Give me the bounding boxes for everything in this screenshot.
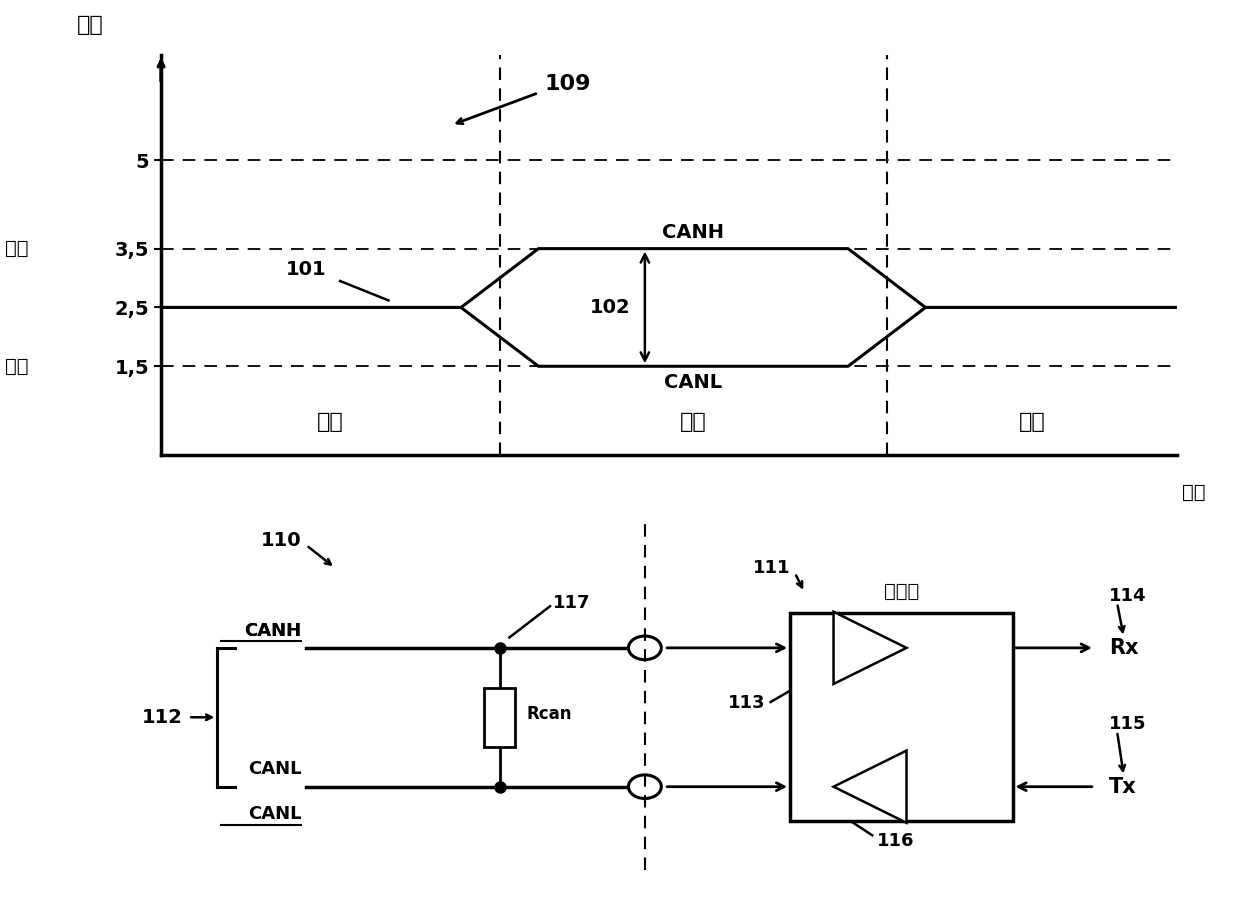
Text: 时间: 时间	[1182, 483, 1206, 502]
Text: 109: 109	[544, 74, 591, 94]
Text: 111: 111	[752, 559, 790, 577]
Text: 116: 116	[877, 832, 914, 850]
Text: Rx: Rx	[1109, 638, 1139, 658]
Text: 最小: 最小	[5, 239, 28, 258]
Text: CANL: CANL	[248, 760, 301, 778]
Bar	[790, 614, 1012, 822]
Text: CANL: CANL	[248, 805, 301, 824]
Text: CANH: CANH	[244, 622, 301, 640]
Text: Rx: Rx	[851, 640, 872, 655]
Text: CANH: CANH	[244, 622, 301, 640]
Text: 隐性: 隐性	[317, 412, 343, 432]
Text: Rcan: Rcan	[527, 704, 572, 723]
Polygon shape	[834, 751, 907, 823]
Text: Tx: Tx	[869, 779, 888, 794]
Polygon shape	[834, 612, 907, 684]
Text: 114: 114	[1109, 587, 1147, 604]
Text: 显性: 显性	[680, 412, 706, 432]
Text: 112: 112	[141, 708, 182, 727]
Text: 隐性: 隐性	[1018, 412, 1046, 432]
Text: 110: 110	[260, 531, 301, 550]
Text: Tx: Tx	[1109, 776, 1137, 796]
Text: 117: 117	[553, 594, 591, 612]
Text: CANL: CANL	[664, 374, 722, 393]
Text: 113: 113	[729, 694, 766, 713]
Bar	[484, 688, 515, 747]
Text: 102: 102	[590, 298, 631, 317]
Text: CANH: CANH	[663, 223, 725, 242]
Text: 收发器: 收发器	[883, 582, 919, 601]
Text: 115: 115	[1109, 715, 1147, 734]
Text: 最大: 最大	[5, 356, 28, 375]
Text: 101: 101	[286, 260, 327, 279]
Text: 电压: 电压	[77, 15, 103, 35]
